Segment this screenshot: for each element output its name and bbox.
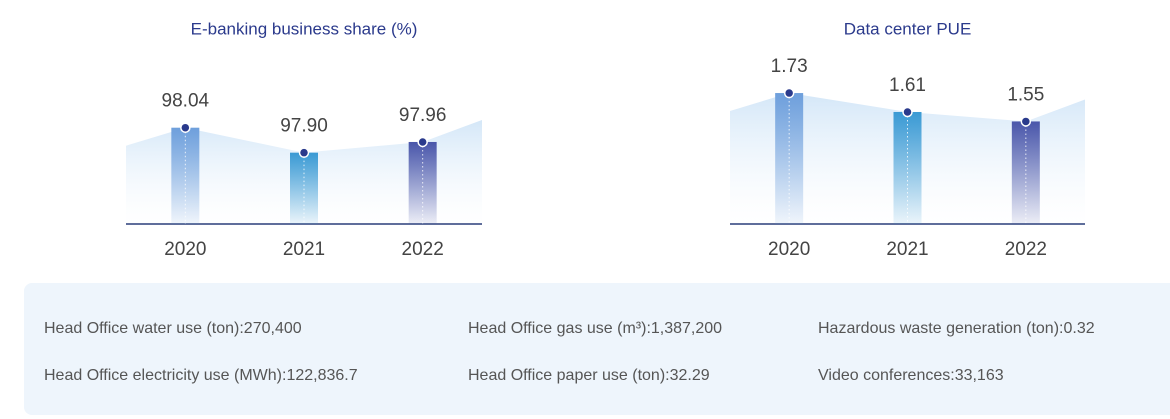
stat-item: Head Office water use (ton):270,400 [44,320,302,337]
stat-item: Head Office gas use (m³):1,387,200 [468,320,723,337]
stats-panel: Head Office water use (ton):270,400 Head … [24,283,1170,415]
stat-item: Head Office electricity use (MWh):122,83… [44,367,358,384]
value-label: 97.90 [280,116,328,137]
data-dot [180,122,191,133]
value-label: 97.96 [399,105,447,126]
stat-item: Head Office paper use (ton):32.29 [468,367,710,384]
bar [1011,121,1040,224]
data-dot [1020,116,1032,127]
x-tick-label: 2020 [164,239,206,260]
value-label: 98.04 [162,91,210,112]
value-label: 1.61 [889,75,926,96]
bar [290,152,318,224]
x-tick-label: 2022 [1005,239,1047,260]
data-dot [417,136,428,148]
stat-item: Video conferences:33,163 [818,367,1004,384]
charts: E-banking business share (%) 98.04 2020 97.… [126,19,1085,260]
chart-title: Data center PUE [844,19,972,38]
stat-item: Hazardous waste generation (ton):0.32 [818,320,1095,337]
chart-title: E-banking business share (%) [191,19,418,38]
value-label: 1.73 [771,56,808,77]
x-tick-label: 2022 [402,239,444,260]
x-tick-label: 2020 [768,239,810,260]
value-label: 1.55 [1007,84,1044,105]
data-dot [298,147,310,158]
x-tick-label: 2021 [886,239,928,260]
x-tick-label: 2021 [283,239,325,260]
data-dot [902,106,913,118]
data-dot [783,87,795,99]
